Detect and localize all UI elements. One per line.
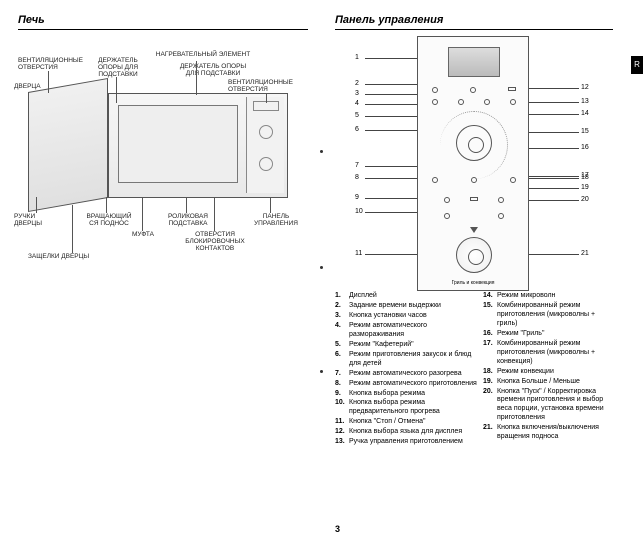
label-interlock: ОТВЕРСТИЯБЛОКИРОВОЧНЫХКОНТАКТОВ [172,231,258,252]
leader-line [529,178,579,179]
label-door-handles: РУЧКИДВЕРЦЫ [14,213,60,227]
callout-num: 3 [355,90,359,97]
callout-num: 6 [355,126,359,133]
callout-num: 5 [355,112,359,119]
label-coupler: МУФТА [118,231,168,238]
callout-num: 21 [581,250,589,257]
legend-item: 15.Комбинированный режим приготовления (… [483,302,613,329]
cp-heading: Панель управления [335,14,613,26]
label-roller: РОЛИКОВАЯПОДСТАВКА [156,213,220,227]
legend-item: 11.Кнопка "Стоп / Отмена" [335,418,483,427]
label-turntable: ВРАЩАЮЩИЙСЯ ПОДНОС [74,213,144,227]
heading-rule [335,29,613,30]
leader-line [365,178,417,179]
legend-item: 21.Кнопка включения/выключения вращения … [483,424,613,442]
callout-num: 19 [581,184,589,191]
control-panel: Гриль и конвекция [417,36,529,291]
legend-item: 16.Режим "Гриль" [483,330,613,339]
control-panel-section: Панель управления Гриль и конвекция 1234… [335,14,613,296]
oven-cavity [118,105,238,183]
label-latches: ЗАЩЕЛКИ ДВЕРЦЫ [28,253,128,260]
legend-item: 20.Кнопка "Пуск" / Корректировка времени… [483,388,613,424]
side-tab: R [631,56,643,74]
oven-door [28,78,108,212]
legend-item: 10.Кнопка выбора режима предварительного… [335,399,483,417]
leader-line [529,88,579,89]
gutter-dot [320,266,324,269]
leader-line [529,132,579,133]
leader-line [529,200,579,201]
legend-item: 7.Режим автоматического разогрева [335,370,483,379]
leader-line [365,198,417,199]
legend-item: 1.Дисплей [335,292,483,301]
leader-line [365,130,417,131]
oven-heading: Печь [18,14,308,26]
leader-line [365,116,417,117]
leader-line [365,84,417,85]
callout-num: 10 [355,208,363,215]
legend: 1.Дисплей2.Задание времени выдержки3.Кно… [335,292,613,448]
callout-num: 14 [581,110,589,117]
legend-item: 12.Кнопка выбора языка для дисплея [335,428,483,437]
callout-num: 13 [581,98,589,105]
label-cp: ПАНЕЛЬУПРАВЛЕНИЯ [244,213,308,227]
leader-line [529,114,579,115]
callout-num: 16 [581,144,589,151]
heading-rule [18,29,308,30]
cp-diagram: Гриль и конвекция 1234567891011121314151… [335,36,613,296]
callout-num: 11 [355,250,362,257]
legend-col-b: 14.Режим микроволн15.Комбинированный реж… [483,292,613,448]
legend-col-a: 1.Дисплей2.Задание времени выдержки3.Кно… [335,292,483,448]
legend-item: 18.Режим конвекции [483,368,613,377]
gutter-dot [320,150,324,153]
leader-line [365,166,417,167]
callout-num: 20 [581,196,589,203]
label-stand-holder: ДЕРЖАТЕЛЬОПОРЫ ДЛЯПОДСТАВКИ [88,57,148,78]
oven-diagram: ВЕНТИЛЯЦИОННЫЕОТВЕРСТИЯ ДЕРЖАТЕЛЬОПОРЫ Д… [18,65,308,295]
legend-item: 6.Режим приготовления закусок и блюд для… [335,351,483,369]
legend-item: 19.Кнопка Больше / Меньше [483,378,613,387]
callout-num: 8 [355,174,359,181]
leader-line [529,176,579,177]
legend-item: 9.Кнопка выбора режима [335,390,483,399]
label-vent-l: ВЕНТИЛЯЦИОННЫЕОТВЕРСТИЯ [18,57,92,71]
leader-line [529,188,579,189]
callout-num: 1 [355,54,359,61]
label-heating: НАГРЕВАТЕЛЬНЫЙ ЭЛЕМЕНТ [148,51,258,58]
legend-item: 3.Кнопка установки часов [335,312,483,321]
legend-item: 2.Задание времени выдержки [335,302,483,311]
legend-item: 5.Режим "Кафетерий" [335,341,483,350]
manual-page: R Печь ВЕНТИЛЯЦИОННЫЕОТВЕРСТИЯ ДЕРЖАТЕЛЬ… [0,0,643,540]
callout-num: 9 [355,194,359,201]
legend-item: 14.Режим микроволн [483,292,613,301]
legend-item: 17.Комбинированный режим приготовления (… [483,340,613,367]
leader-line [365,58,417,59]
leader-line [365,94,417,95]
timer-dial [456,237,492,273]
legend-item: 4.Режим автоматического размораживания [335,322,483,340]
callout-num: 2 [355,80,359,87]
oven-section: Печь ВЕНТИЛЯЦИОННЫЕОТВЕРСТИЯ ДЕРЖАТЕЛЬОП… [18,14,308,295]
callout-num: 12 [581,84,589,91]
cooking-dial [456,125,492,161]
leader-line [529,148,579,149]
leader-line [365,254,417,255]
leader-line [365,104,417,105]
leader-line [529,254,579,255]
leader-line [529,102,579,103]
callout-num: 18 [581,174,589,181]
callout-num: 4 [355,100,359,107]
callout-num: 7 [355,162,359,169]
leader-line [365,212,417,213]
label-vent-r: ВЕНТИЛЯЦИОННЫЕОТВЕРСТИЯ [228,79,308,93]
panel-display [448,47,500,77]
gutter-dot [320,370,324,373]
label-stand-support: ДЕРЖАТЕЛЬ ОПОРЫДЛЯ ПОДСТАВКИ [168,63,258,77]
page-number: 3 [335,524,340,534]
oven-control-panel [246,97,284,193]
panel-bottom-text: Гриль и конвекция [418,280,528,286]
legend-item: 13.Ручка управления приготовлением [335,438,483,447]
legend-item: 8.Режим автоматического приготовления [335,380,483,389]
callout-num: 15 [581,128,589,135]
